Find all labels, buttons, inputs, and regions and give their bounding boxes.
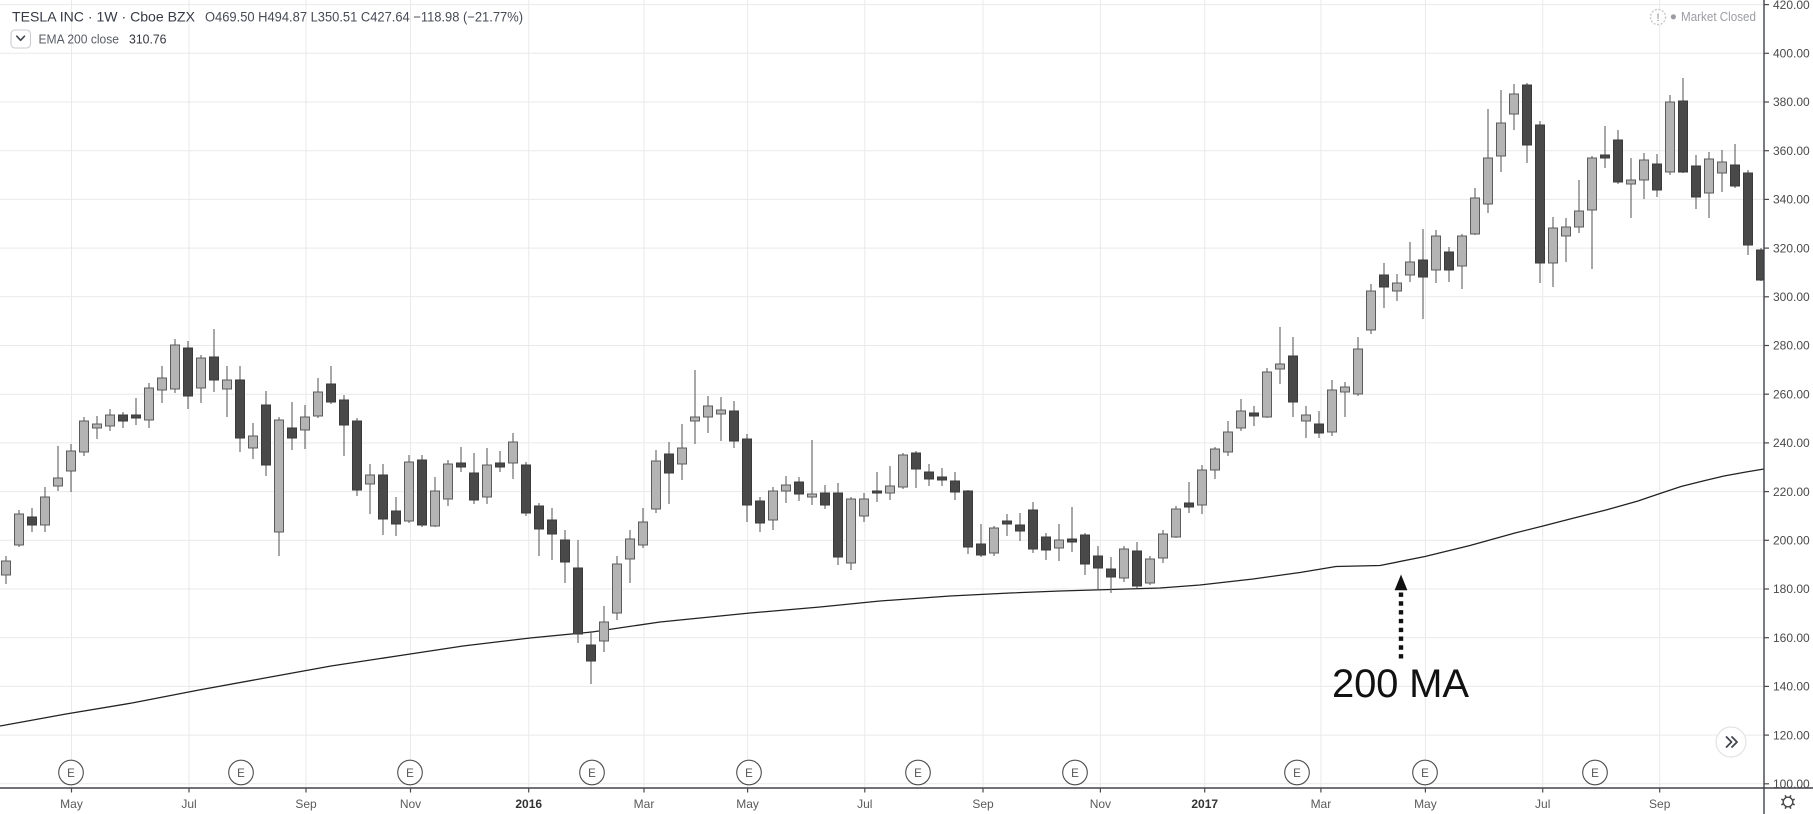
svg-text:May: May	[1414, 797, 1437, 811]
svg-text:160.00: 160.00	[1773, 631, 1810, 645]
svg-text:E: E	[914, 768, 922, 780]
svg-text:EMA 200 close: EMA 200 close	[39, 33, 120, 47]
svg-text:2017: 2017	[1191, 797, 1218, 811]
svg-text:200.00: 200.00	[1773, 534, 1810, 548]
svg-text:Market Closed: Market Closed	[1681, 10, 1756, 24]
svg-text:420.00: 420.00	[1773, 0, 1810, 12]
svg-text:340.00: 340.00	[1773, 193, 1810, 207]
svg-text:280.00: 280.00	[1773, 339, 1810, 353]
svg-text:Nov: Nov	[1090, 797, 1111, 811]
svg-text:E: E	[67, 768, 75, 780]
svg-text:360.00: 360.00	[1773, 144, 1810, 158]
svg-text:E: E	[1591, 768, 1599, 780]
svg-text:260.00: 260.00	[1773, 387, 1810, 401]
svg-text:Nov: Nov	[400, 797, 421, 811]
svg-text:200 MA: 200 MA	[1332, 662, 1469, 706]
svg-text:120.00: 120.00	[1773, 728, 1810, 742]
svg-text:Sep: Sep	[1649, 797, 1671, 811]
svg-text:Sep: Sep	[972, 797, 994, 811]
svg-text:300.00: 300.00	[1773, 290, 1810, 304]
svg-text:100.00: 100.00	[1773, 777, 1810, 791]
svg-text:320.00: 320.00	[1773, 241, 1810, 255]
svg-text:Jul: Jul	[857, 797, 872, 811]
svg-text:310.76: 310.76	[129, 33, 167, 47]
svg-text:140.00: 140.00	[1773, 680, 1810, 694]
svg-text:E: E	[1293, 768, 1301, 780]
svg-text:!: !	[1656, 12, 1659, 24]
svg-text:Sep: Sep	[295, 797, 317, 811]
svg-text:220.00: 220.00	[1773, 485, 1810, 499]
svg-text:TESLA INC · 1W · Cboe BZX: TESLA INC · 1W · Cboe BZX	[12, 9, 196, 25]
svg-text:Jul: Jul	[1535, 797, 1550, 811]
svg-text:O469.50 H494.87 L350.51 C427.6: O469.50 H494.87 L350.51 C427.64 −118.98 …	[205, 10, 523, 25]
svg-text:E: E	[406, 768, 414, 780]
svg-text:May: May	[736, 797, 759, 811]
svg-text:Mar: Mar	[1311, 797, 1332, 811]
svg-text:400.00: 400.00	[1773, 47, 1810, 61]
svg-text:E: E	[588, 768, 596, 780]
svg-text:Mar: Mar	[634, 797, 655, 811]
svg-text:E: E	[1421, 768, 1429, 780]
svg-text:Jul: Jul	[181, 797, 196, 811]
svg-text:E: E	[237, 768, 245, 780]
svg-text:240.00: 240.00	[1773, 436, 1810, 450]
svg-text:2016: 2016	[515, 797, 542, 811]
svg-text:May: May	[60, 797, 83, 811]
svg-text:180.00: 180.00	[1773, 582, 1810, 596]
svg-text:E: E	[745, 768, 753, 780]
svg-text:E: E	[1071, 768, 1079, 780]
svg-text:380.00: 380.00	[1773, 95, 1810, 109]
